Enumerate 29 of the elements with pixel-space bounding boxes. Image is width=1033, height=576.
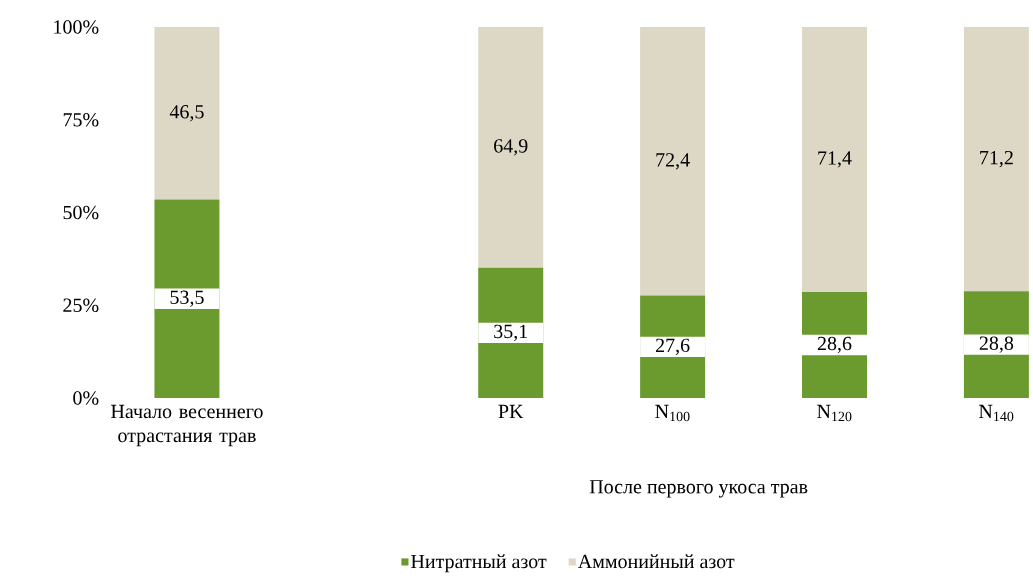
bar bbox=[154, 27, 220, 200]
y-tick-label: 0% bbox=[73, 391, 99, 405]
data-label: 53,5 bbox=[170, 290, 204, 307]
data-label: 28,8 bbox=[979, 336, 1014, 353]
data-label: 46,5 bbox=[169, 105, 204, 122]
data-label: 28,6 bbox=[817, 336, 852, 354]
x-tick-label: N$_{140}$ bbox=[979, 404, 1014, 422]
legend-label: Нитратный азот bbox=[411, 554, 547, 573]
bar bbox=[640, 27, 706, 296]
y-tick-label: 100% bbox=[54, 20, 99, 34]
x-tick-label: Начало весеннего отрастания трав bbox=[111, 404, 263, 447]
x-tick-label: PK bbox=[498, 404, 524, 418]
data-label: 71,2 bbox=[980, 150, 1013, 168]
bar bbox=[154, 199, 220, 398]
text: После первого укоса трав bbox=[589, 480, 808, 498]
x-tick-label: N$_{120}$ bbox=[817, 404, 852, 422]
legend-label: Аммонийный азот bbox=[577, 554, 735, 569]
data-label: 27,6 bbox=[655, 338, 690, 355]
y-tick-label: 50% bbox=[63, 205, 99, 220]
y-tick-label: 75% bbox=[63, 112, 99, 127]
y-tick-label: 25% bbox=[63, 298, 99, 313]
bar bbox=[802, 27, 867, 292]
data-label: 72,4 bbox=[656, 153, 690, 170]
bar bbox=[963, 27, 1029, 292]
data-label: 35,1 bbox=[494, 324, 528, 342]
data-label: 64,9 bbox=[494, 139, 528, 156]
x-tick-label: N$_{100}$ bbox=[655, 404, 690, 422]
bar bbox=[478, 27, 544, 268]
data-label: 71,4 bbox=[818, 151, 852, 168]
